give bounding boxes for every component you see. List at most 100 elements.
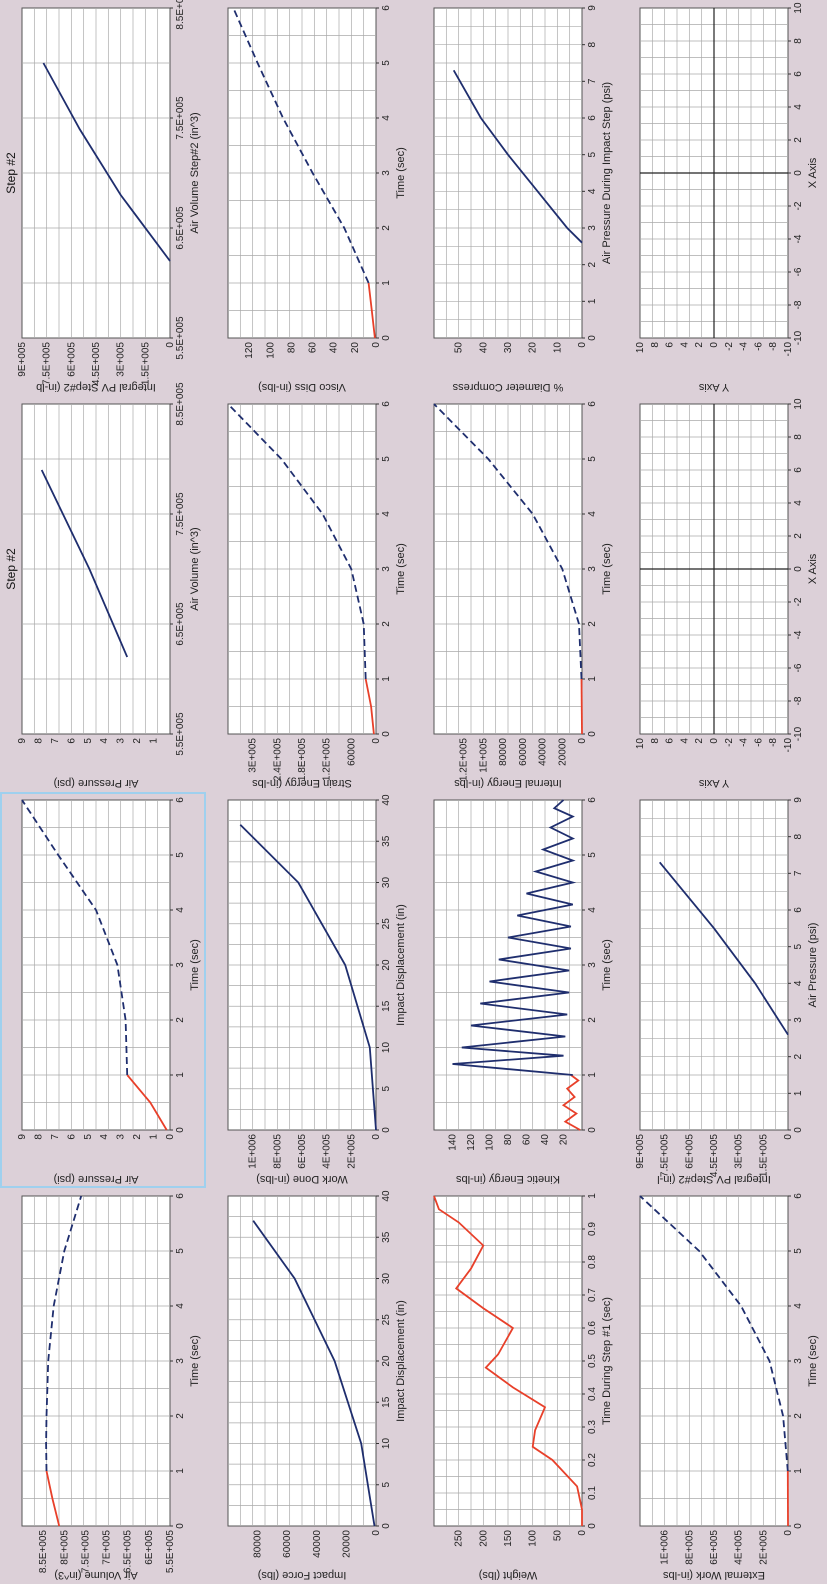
y-tick-label: 3E+005: [734, 1134, 745, 1169]
y-tick-label: 6: [665, 342, 676, 348]
chart-svg-7: 0 1 2 3 4 5 6 0 60000 1.2E+005 1.8E+005 2.4E+005 3E+…: [227, 401, 407, 789]
y-tick-label: 8E+005: [684, 1530, 695, 1565]
x-tick-label: 7: [793, 870, 804, 876]
chart-title: Step #2: [4, 548, 18, 590]
x-tick-label: 3: [381, 170, 392, 176]
y-tick-label: 7: [50, 738, 61, 744]
y-tick-label: 7.5E+005: [80, 1530, 91, 1574]
chart-panel-15[interactable]: -10 -8 -6 -4 -2 0 2 4 6 8 10 -10 -8 -6 -4 -2 0 2 4 6 8 10 X Ax…: [618, 396, 824, 792]
chart-panel-2[interactable]: 0 1 2 3 4 5 6 0 1 2 3 4 5 6 7 8 9 Time (sec) Air Pressure …: [0, 792, 206, 1188]
x-tick-label: 1: [381, 676, 392, 682]
y-axis-label: Work Done (in-lbs): [256, 1173, 348, 1185]
chart-panel-1[interactable]: 0 1 2 3 4 5 6 5.5E+005 6E+005 6.5E+005 7E+005 7.5E+…: [0, 1188, 206, 1584]
chart-panel-7[interactable]: 0 1 2 3 4 5 6 0 60000 1.2E+005 1.8E+005 2.4E+005 3E+…: [206, 396, 412, 792]
x-tick-label: 2: [175, 1413, 186, 1419]
x-tick-label: 0: [587, 335, 598, 341]
x-tick-label: 0: [175, 1523, 186, 1529]
y-tick-label: 8E+005: [59, 1530, 70, 1565]
y-tick-label: 6E+005: [297, 1134, 308, 1169]
x-tick-label: -2: [793, 201, 804, 210]
series-line-1: [126, 1074, 168, 1131]
chart-panel-11[interactable]: 0 1 2 3 4 5 6 0 20000 40000 60000 80000 1E+005 1.2E+0…: [412, 396, 618, 792]
y-tick-label: -6: [753, 342, 764, 351]
x-tick-label: 6.5E+005: [175, 206, 186, 250]
y-tick-label: 20: [528, 342, 539, 354]
y-tick-label: 50: [454, 342, 465, 354]
x-tick-label: 15: [381, 1000, 392, 1012]
y-tick-label: 9: [17, 738, 28, 744]
y-axis-label: External Work (in-lbs: [663, 1569, 765, 1581]
x-tick-label: 2: [587, 1017, 598, 1023]
chart-panel-14[interactable]: 0 1 2 3 4 5 6 7 8 9 0 1.5E+005 3E+005 4.5E+005 6E+005 7…: [618, 792, 824, 1188]
y-tick-label: 1.5E+005: [758, 1134, 769, 1178]
x-tick-label: -8: [793, 696, 804, 705]
x-tick-label: 4: [793, 104, 804, 110]
y-tick-label: 0: [371, 1530, 382, 1536]
x-axis-label: Time During Step #1 (sec): [601, 1297, 613, 1425]
x-tick-label: 2: [793, 137, 804, 143]
x-tick-label: -2: [793, 597, 804, 606]
x-tick-label: 8.5E+005: [175, 0, 186, 30]
chart-svg-6: 0 5 10 15 20 25 30 35 40 0 2E+005 4E+005 6E+005 8E+00…: [227, 794, 407, 1185]
x-axis-label: Time (sec): [807, 1335, 819, 1387]
x-tick-label: 6: [175, 1193, 186, 1199]
x-tick-label: -8: [793, 300, 804, 309]
chart-panel-8[interactable]: 0 1 2 3 4 5 6 0 20 40 60 80 100 120 Time (sec) Visco Di…: [206, 0, 412, 396]
y-tick-label: 60000: [346, 738, 357, 766]
x-axis-label: Time (sec): [189, 939, 201, 991]
y-tick-label: 2E+005: [346, 1134, 357, 1169]
x-tick-label: 6: [175, 797, 186, 803]
x-tick-label: 1: [587, 1193, 598, 1199]
y-axis-label: Visco Diss (in-lbs): [258, 381, 346, 393]
y-tick-label: 80: [286, 342, 297, 354]
x-tick-label: 0: [793, 566, 804, 572]
chart-svg-5: 0 5 10 15 20 25 30 35 40 0 20000 40000 60000 80000 Imp…: [227, 1190, 407, 1581]
chart-panel-9[interactable]: 0 0.1 0.2 0.3 0.4 0.5 0.6 0.7 0.8 0.9 1 0 50 100 150 20…: [412, 1188, 618, 1584]
chart-panel-5[interactable]: 0 5 10 15 20 25 30 35 40 0 20000 40000 60000 80000 Imp…: [206, 1188, 412, 1584]
chart-svg-4: 5.5E+005 6.5E+005 7.5E+005 8.5E+005 0 1.5E+00…: [4, 0, 201, 393]
x-tick-label: 20: [381, 1355, 392, 1367]
x-axis-label: Time (sec): [601, 939, 613, 991]
y-tick-label: 120: [244, 342, 255, 359]
x-tick-label: 6: [381, 5, 392, 11]
y-tick-label: 1E+006: [248, 1134, 259, 1169]
x-tick-label: 3: [793, 1358, 804, 1364]
x-axis-label: Time (sec): [395, 147, 407, 199]
x-tick-label: 1: [587, 298, 598, 304]
x-tick-label: 1: [793, 1090, 804, 1096]
chart-svg-3: 5.5E+005 6.5E+005 7.5E+005 8.5E+005 12345678…: [4, 382, 201, 789]
series-line-2: [433, 403, 583, 680]
chart-panel-12[interactable]: 0 1 2 3 4 5 6 7 8 9 0 10 20 30 40 50 Air Pressure During…: [412, 0, 618, 396]
y-tick-label: 0: [577, 1530, 588, 1536]
y-tick-label: 6E+005: [684, 1134, 695, 1169]
x-tick-label: -10: [793, 726, 804, 741]
y-tick-label: 8E+005: [272, 1134, 283, 1169]
chart-panel-13[interactable]: 0 1 2 3 4 5 6 0 2E+005 4E+005 6E+005 8E+005 1E+006 Ti…: [618, 1188, 824, 1584]
x-tick-label: 6: [587, 115, 598, 121]
y-tick-label: 80: [503, 1134, 514, 1146]
y-tick-label: 8: [33, 1134, 44, 1140]
y-tick-label: -4: [739, 342, 750, 351]
x-tick-label: 0: [793, 1127, 804, 1133]
y-tick-label: 60000: [282, 1530, 293, 1558]
x-tick-label: 30: [381, 1273, 392, 1285]
chart-panel-16[interactable]: -10 -8 -6 -4 -2 0 2 4 6 8 10 -10 -8 -6 -4 -2 0 2 4 6 8 10 X Ax…: [618, 0, 824, 396]
y-tick-label: 3E+005: [116, 342, 127, 377]
x-tick-label: -4: [793, 630, 804, 639]
chart-panel-4[interactable]: 5.5E+005 6.5E+005 7.5E+005 8.5E+005 0 1.5E+00…: [0, 0, 206, 396]
y-tick-label: -4: [739, 738, 750, 747]
chart-panel-3[interactable]: 5.5E+005 6.5E+005 7.5E+005 8.5E+005 1 2 3 4 5 6 7 8…: [0, 382, 206, 792]
y-tick-label: 0: [709, 738, 720, 744]
y-tick-label: 80000: [498, 738, 509, 766]
x-tick-label: 25: [381, 918, 392, 930]
y-tick-label: 4: [679, 342, 690, 348]
chart-panel-10[interactable]: 0 1 2 3 4 5 6 20 40 60 80 100 120 140 Time (sec) Kineti…: [412, 792, 618, 1188]
x-tick-label: 4: [587, 511, 598, 517]
series-line-1: [40, 469, 129, 658]
chart-panel-6[interactable]: 0 5 10 15 20 25 30 35 40 0 2E+005 4E+005 6E+005 8E+00…: [206, 792, 412, 1188]
x-tick-label: 4: [381, 115, 392, 121]
x-tick-label: 5: [175, 1248, 186, 1254]
x-axis-label: X Axis: [807, 157, 819, 188]
